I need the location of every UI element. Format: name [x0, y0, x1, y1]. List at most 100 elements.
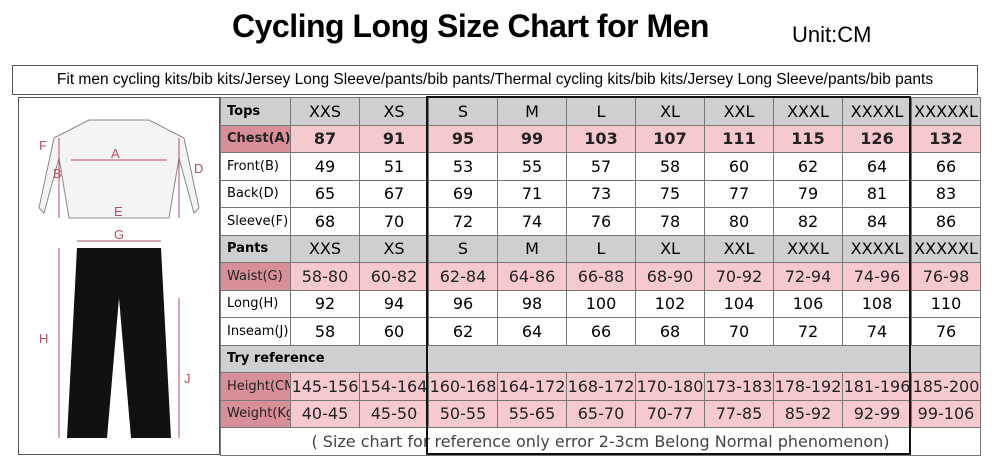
cell: 40-45	[290, 399, 360, 428]
table-row: Long(H) 92 94 96 98 100 102 104 106 108 110	[220, 289, 981, 318]
cell: 74-96	[842, 262, 912, 291]
subtitle: Fit men cycling kits/bib kits/Jersey Lon…	[12, 65, 978, 95]
cell: 99	[497, 124, 567, 153]
table-row: Weight(Kg)40-4545-5050-5555-6565-7070-77…	[220, 399, 981, 428]
table-row: Front(B) 49 51 53 55 57 58 60 62 64 66	[220, 152, 981, 181]
cell: 62-84	[428, 262, 498, 291]
cell: 77-85	[704, 399, 774, 428]
jersey	[38, 119, 200, 219]
cell: 75	[635, 179, 705, 208]
cell: 71	[497, 179, 567, 208]
diagram-label: G	[114, 227, 124, 242]
cell: 60-82	[359, 262, 429, 291]
cell: 74	[842, 317, 912, 346]
cell: 69	[428, 179, 498, 208]
cell: 81	[842, 179, 912, 208]
cell: XXXXXL	[911, 234, 981, 263]
cell: XXL	[704, 234, 774, 263]
diagram-label: J	[184, 371, 191, 386]
cell: 64	[842, 152, 912, 181]
row-label: Weight(Kg)	[220, 399, 291, 428]
diagram-label: D	[194, 161, 203, 176]
note: ( Size chart for reference only error 2-…	[220, 427, 981, 456]
cell: 51	[359, 152, 429, 181]
diagram: F A B D E G H J	[18, 97, 220, 455]
cell: XXXXL	[842, 97, 912, 126]
cell: 96	[428, 289, 498, 318]
cell: 70	[359, 207, 429, 236]
cell: S	[428, 97, 498, 126]
diagram-label: H	[39, 331, 48, 346]
cell: 73	[566, 179, 636, 208]
row-label: Try reference	[220, 344, 981, 373]
cell: 99-106	[911, 399, 981, 428]
cell: 178-192	[773, 372, 843, 401]
cell: 66	[911, 152, 981, 181]
cell: 78	[635, 207, 705, 236]
cell: 91	[359, 124, 429, 153]
note-row: ( Size chart for reference only error 2-…	[220, 427, 981, 456]
cell: 98	[497, 289, 567, 318]
cell: 64	[497, 317, 567, 346]
cell: 65	[290, 179, 360, 208]
cell: 57	[566, 152, 636, 181]
cell: 55	[497, 152, 567, 181]
cell: 70-77	[635, 399, 705, 428]
row-label: Back(D)	[220, 179, 291, 208]
table-row: Waist(G) 58-80 60-82 62-84 64-86 66-88 68-90 70…	[220, 262, 981, 291]
size-table: Tops XXS XS S M L XL XXL XXXL XXXXL XXXXXL Chest(A)…	[220, 97, 981, 456]
table-row: Chest(A) 87 91 95 99 103 107 111 115 126 132	[220, 124, 981, 153]
cell: 72-94	[773, 262, 843, 291]
cell: 111	[704, 124, 774, 153]
cell: 170-180	[635, 372, 705, 401]
cell: 168-172	[566, 372, 636, 401]
cell: XL	[635, 97, 705, 126]
cell: 72	[773, 317, 843, 346]
cell: 145-156	[290, 372, 360, 401]
cell: 53	[428, 152, 498, 181]
row-label: Front(B)	[220, 152, 291, 181]
cell: 108	[842, 289, 912, 318]
cell: 132	[911, 124, 981, 153]
cell: XXL	[704, 97, 774, 126]
cell: 94	[359, 289, 429, 318]
cell: 60	[704, 152, 774, 181]
cell: 74	[497, 207, 567, 236]
cell: 110	[911, 289, 981, 318]
cell: 126	[842, 124, 912, 153]
cell: 77	[704, 179, 774, 208]
diagram-label: A	[111, 146, 120, 161]
cell: 85-92	[773, 399, 843, 428]
cell: XS	[359, 97, 429, 126]
diagram-label: F	[39, 138, 47, 153]
cell: 154-164	[359, 372, 429, 401]
cell: 76	[566, 207, 636, 236]
cell: 68-90	[635, 262, 705, 291]
cell: 80	[704, 207, 774, 236]
cell: 86	[911, 207, 981, 236]
cell: 181-196	[842, 372, 912, 401]
cell: 164-172	[497, 372, 567, 401]
cell: 185-200	[911, 372, 981, 401]
cell: 60	[359, 317, 429, 346]
cell: 160-168	[428, 372, 498, 401]
diagram-label: B	[53, 166, 62, 181]
cell: 50-55	[428, 399, 498, 428]
cell: 107	[635, 124, 705, 153]
cell: 104	[704, 289, 774, 318]
cell: 49	[290, 152, 360, 181]
cell: XXXL	[773, 234, 843, 263]
cell: 66-88	[566, 262, 636, 291]
cell: XXS	[290, 97, 360, 126]
cell: 65-70	[566, 399, 636, 428]
table-row: Back(D) 65 67 69 71 73 75 77 79 81 83	[220, 179, 981, 208]
cell: XXXL	[773, 97, 843, 126]
table-row: Sleeve(F) 68 70 72 74 76 78 80 82 84 86	[220, 207, 981, 236]
cell: 66	[566, 317, 636, 346]
cell: 83	[911, 179, 981, 208]
cell: L	[566, 234, 636, 263]
cell: S	[428, 234, 498, 263]
unit: Unit:CM	[792, 22, 872, 47]
pants	[67, 248, 171, 438]
row-label: Inseam(J)	[220, 317, 291, 346]
